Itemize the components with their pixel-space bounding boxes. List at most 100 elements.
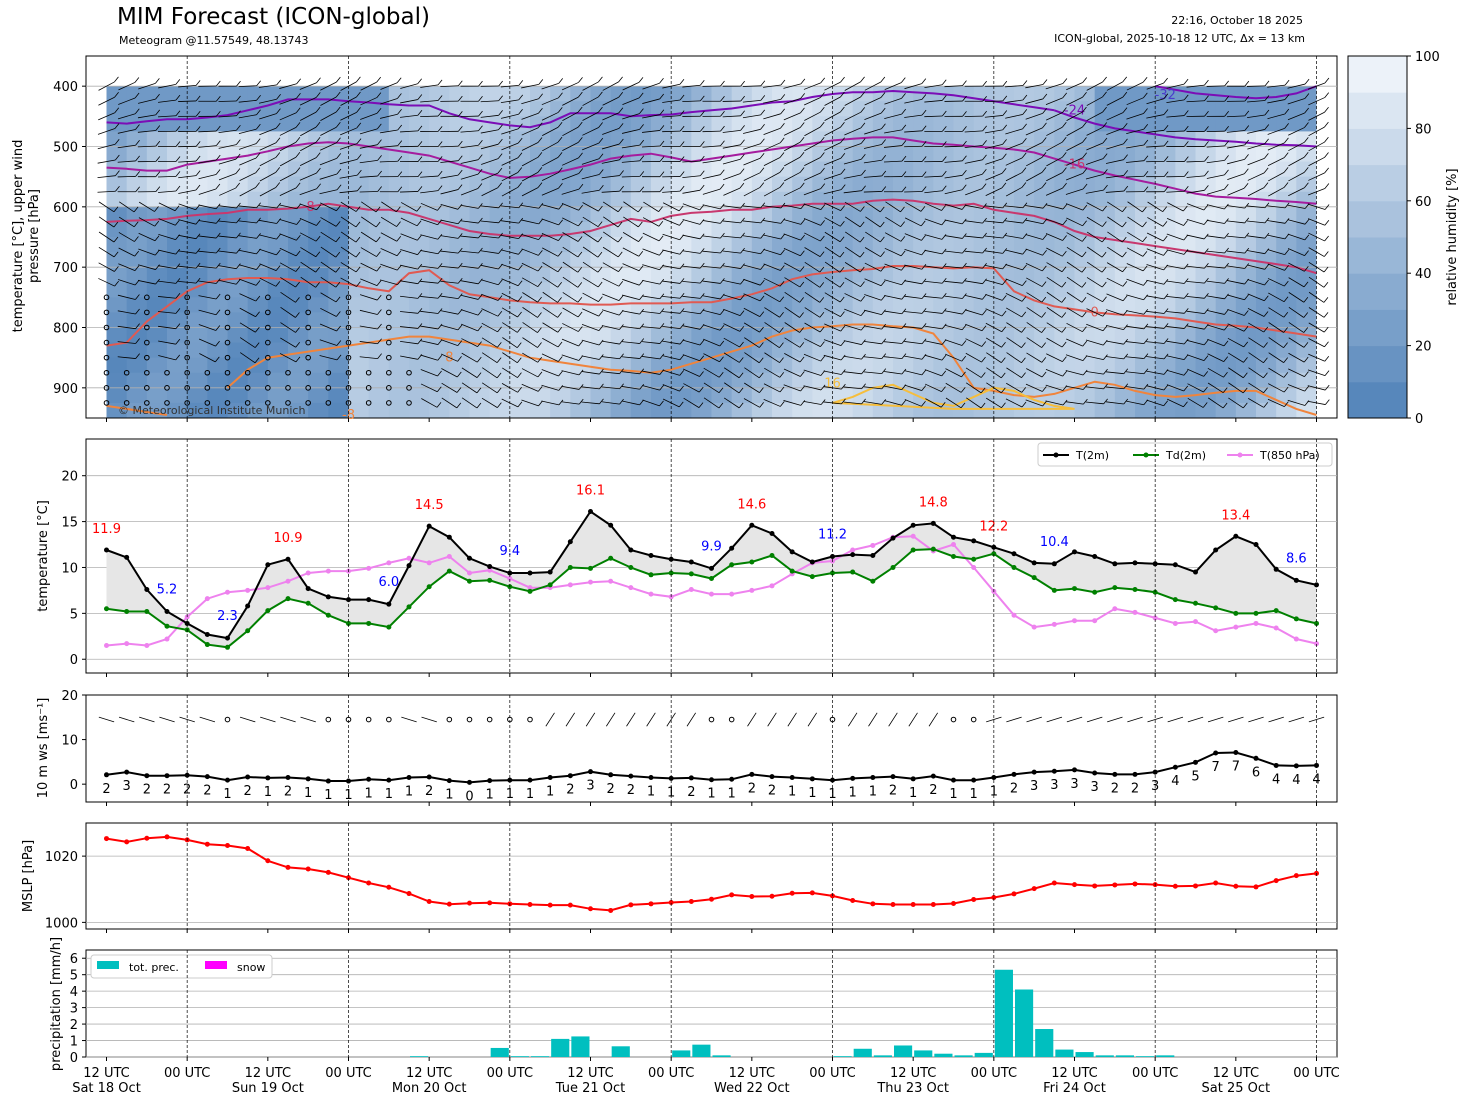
wind-barb — [379, 129, 398, 134]
humidity-cell — [1094, 282, 1116, 298]
wind-barb — [461, 338, 478, 347]
wind-barb-flag — [195, 248, 201, 254]
humidity-cell — [812, 342, 833, 359]
wind-barb — [1248, 367, 1264, 379]
humidity-cell — [1054, 176, 1075, 193]
wind-barb-flag — [799, 152, 805, 158]
wind-barb-flag — [558, 182, 563, 189]
wind-barb — [844, 216, 861, 228]
wind-barb — [118, 82, 136, 91]
humidity-cell — [671, 131, 692, 147]
humidity-cell — [953, 116, 975, 132]
wind-barb — [702, 159, 721, 164]
isotherm-label: 16 — [824, 377, 841, 392]
wind-barb-flag — [1204, 110, 1209, 117]
data-point — [991, 551, 997, 557]
wind-barb — [238, 128, 257, 135]
wind-barb — [1166, 83, 1185, 89]
wind-barb — [924, 369, 942, 377]
wind-barb-flag — [1103, 169, 1108, 175]
wind-barb-flag — [1041, 327, 1046, 333]
wind-barb — [1126, 325, 1144, 330]
wind-barb — [1186, 218, 1205, 225]
wind-barb-flag — [1143, 368, 1149, 375]
wind-barb — [904, 341, 923, 345]
wind-barb-flag — [1263, 387, 1268, 393]
wind-barb — [682, 339, 701, 346]
wind-barb-flag — [1142, 251, 1148, 257]
wind-barb — [440, 339, 458, 346]
humidity-cell — [1135, 402, 1156, 419]
humidity-cell — [953, 252, 975, 268]
calm-marker — [466, 716, 473, 723]
wind-barb-flag — [759, 167, 765, 174]
humidity-cell — [832, 387, 854, 404]
wind-barb-flag — [981, 356, 986, 363]
wind-barb — [1186, 84, 1205, 88]
humidity-cell — [832, 327, 854, 344]
wind-barb — [138, 248, 156, 256]
wind-barb-flag — [1021, 182, 1027, 188]
wind-barb — [1247, 235, 1265, 239]
humidity-cell — [953, 221, 975, 238]
humidity-cell — [1256, 101, 1277, 117]
wind-barb-flag — [1062, 122, 1067, 128]
wind-barb-flag — [376, 251, 381, 257]
wind-barb — [1186, 250, 1205, 254]
wind-barb — [723, 308, 741, 316]
data-point — [1213, 547, 1219, 553]
wind-barb-flag — [779, 327, 784, 333]
humidity-cell — [812, 402, 833, 419]
data-point — [426, 523, 432, 529]
wind-barb — [965, 323, 983, 332]
wind-barb-flag — [1143, 353, 1149, 359]
wind-barb — [420, 100, 439, 103]
humidity-cell — [126, 116, 148, 132]
wind-barb — [359, 294, 378, 301]
humidity-cell — [449, 131, 470, 147]
wind-barb — [117, 279, 136, 286]
wind-barb-flag — [236, 110, 241, 116]
wind-barb — [804, 261, 821, 273]
humidity-cell — [973, 131, 995, 147]
wind-barb-flag — [881, 186, 887, 192]
wind-barb — [198, 324, 216, 331]
wind-barb-flag — [538, 400, 543, 407]
wind-barb-flag — [597, 251, 603, 258]
wind-barb-flag — [1203, 233, 1209, 240]
wind-barb-flag — [637, 206, 643, 213]
wind-barb — [621, 371, 640, 375]
wind-barb-flag — [1083, 398, 1088, 405]
wind-barb — [119, 201, 135, 213]
wind-barb-flag — [1102, 76, 1107, 83]
wind-barb-flag — [800, 371, 805, 377]
humidity-cell — [388, 282, 410, 298]
wind-barb — [763, 172, 781, 182]
wind-barb — [784, 352, 801, 363]
wind-barb-flag — [557, 152, 563, 158]
data-point — [910, 522, 916, 528]
humidity-cell — [893, 237, 914, 253]
wind-barb-flag — [1263, 326, 1269, 333]
wind-barb-flag — [437, 308, 443, 314]
precip-bar — [994, 969, 1013, 1057]
humidity-cell — [1235, 282, 1257, 298]
humidity-cell — [691, 267, 712, 283]
wind-barb — [1085, 189, 1104, 194]
wind-barb-flag — [235, 139, 241, 145]
precip-bar — [954, 1055, 973, 1057]
wind-barb — [1005, 235, 1023, 239]
data-point — [386, 777, 392, 783]
wind-barb-flag — [1204, 126, 1209, 132]
humidity-cell — [187, 86, 208, 102]
wind-barb — [1005, 278, 1023, 287]
wind-barb-flag — [1061, 297, 1067, 303]
humidity-cell — [671, 116, 692, 132]
wind-barb-flag — [900, 206, 905, 213]
wind-barb — [1066, 338, 1083, 347]
wind-barb — [1005, 264, 1023, 271]
humidity-cell — [187, 161, 208, 178]
wind-barb — [420, 190, 439, 194]
calm-marker — [325, 716, 332, 723]
